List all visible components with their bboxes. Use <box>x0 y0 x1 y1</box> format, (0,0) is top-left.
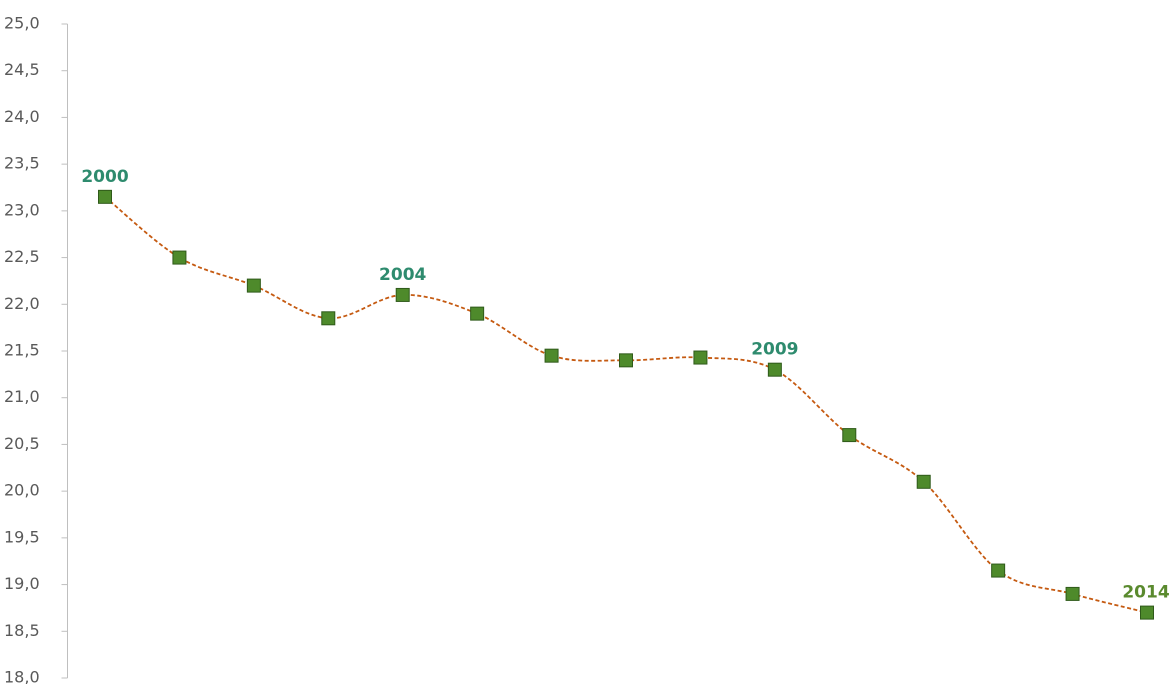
y-tick-label: 23,5 <box>4 154 40 173</box>
marker <box>1065 586 1080 601</box>
marker <box>842 428 857 443</box>
marker <box>693 350 708 365</box>
marker <box>470 306 485 321</box>
marker <box>916 474 931 489</box>
marker <box>246 278 261 293</box>
marker <box>619 353 633 368</box>
point-label: 2014 <box>1122 583 1169 603</box>
y-tick-label: 23,0 <box>4 200 40 219</box>
marker <box>321 311 336 326</box>
y-tick-label: 18,0 <box>4 668 40 684</box>
y-tick-label: 19,5 <box>4 527 40 546</box>
marker <box>767 362 782 377</box>
line <box>104 196 1148 614</box>
y-tick-label: 22,0 <box>4 294 40 313</box>
y-tick-label: 20,5 <box>4 434 40 453</box>
y-tick-label: 19,0 <box>4 574 40 593</box>
marker <box>1140 605 1154 620</box>
y-tick-label: 24,5 <box>4 60 40 79</box>
marker <box>395 287 410 302</box>
y-tick-label: 22,5 <box>4 247 40 266</box>
marker <box>98 189 112 204</box>
y-tick-label: 24,0 <box>4 107 40 126</box>
point-label: 2009 <box>751 340 798 360</box>
point-label: 2000 <box>81 167 128 187</box>
y-tick-label: 25,0 <box>4 14 40 33</box>
y-tick-label: 20,0 <box>4 481 40 500</box>
y-tick-label: 18,5 <box>4 621 40 640</box>
y-tick-label: 21,5 <box>4 341 40 360</box>
marker <box>172 250 187 265</box>
marker <box>544 348 559 363</box>
y-tick-label: 21,0 <box>4 387 40 406</box>
point-label: 2004 <box>379 265 426 285</box>
marker <box>991 563 1006 578</box>
